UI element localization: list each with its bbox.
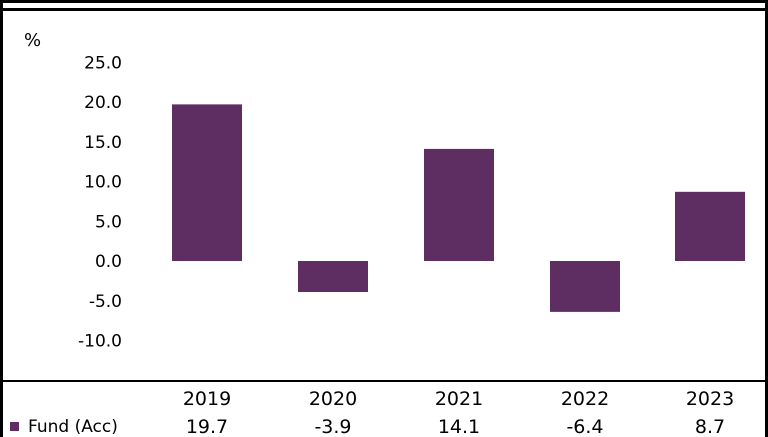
y-tick-label: -10.0 [78, 332, 122, 352]
y-tick-label: 10.0 [84, 173, 122, 193]
bar-2019 [172, 104, 242, 261]
y-tick-label: -5.0 [89, 292, 122, 312]
y-axis-unit-label: % [24, 30, 41, 51]
x-category-label: 2019 [183, 388, 231, 410]
y-axis-ticks: 25.0 20.0 15.0 10.0 5.0 0.0 -5.0 -10.0 [78, 53, 122, 351]
bar-2022 [550, 261, 620, 312]
legend-series-name: Fund (Acc) [28, 417, 118, 437]
legend-swatch [10, 422, 19, 431]
y-tick-label: 0.0 [95, 252, 122, 272]
top-border-line [0, 8, 768, 11]
y-tick-label: 20.0 [84, 93, 122, 113]
data-value-label: 14.1 [438, 416, 480, 437]
data-value-row: 19.7 -3.9 14.1 -6.4 8.7 [186, 416, 725, 437]
x-category-label: 2022 [561, 388, 609, 410]
bars [172, 104, 745, 312]
y-tick-label: 5.0 [95, 212, 122, 232]
x-axis-categories: 2019 2020 2021 2022 2023 [183, 388, 734, 410]
y-tick-label: 15.0 [84, 133, 122, 153]
data-value-label: -3.9 [314, 416, 351, 437]
data-value-label: -6.4 [566, 416, 603, 437]
x-category-label: 2021 [435, 388, 483, 410]
x-category-label: 2023 [686, 388, 734, 410]
bar-2023 [675, 191, 745, 261]
bar-2021 [424, 148, 494, 261]
data-value-label: 19.7 [186, 416, 228, 437]
data-value-label: 8.7 [695, 416, 725, 437]
x-category-label: 2020 [309, 388, 357, 410]
y-tick-label: 25.0 [84, 53, 122, 73]
bar-2020 [298, 261, 368, 293]
